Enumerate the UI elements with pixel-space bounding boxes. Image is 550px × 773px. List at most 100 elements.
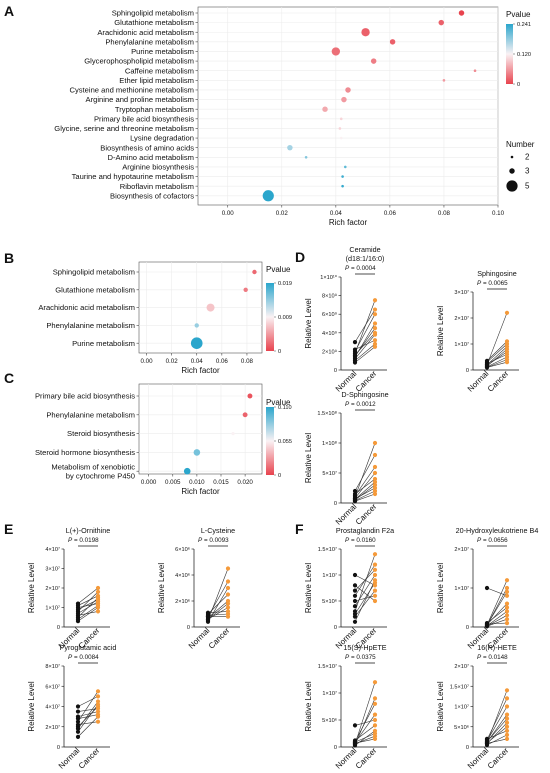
- y-tick-label: 1×10⁷: [322, 572, 337, 579]
- normal-point: [352, 588, 358, 593]
- cancer-point: [372, 330, 378, 335]
- bubble-point: [370, 58, 377, 64]
- pair-line: [354, 466, 376, 496]
- pair-line: [486, 607, 508, 624]
- size-legend-dot: [506, 180, 518, 192]
- color-scale-label: 0.055: [278, 439, 292, 445]
- x-tick-label: 0.04: [191, 358, 204, 365]
- pair-line: [354, 582, 376, 615]
- y-tick-label: 1×10⁷: [454, 704, 469, 711]
- color-scale-bar: [266, 407, 274, 475]
- paired-plot: 16(R)-HETE P = 0.0148 0 5×10⁶ 1×10⁷ 1.5×10⁷ 2×…: [436, 643, 519, 771]
- p-value-label: P = 0.0656: [477, 537, 508, 544]
- row-label: Sphingolipid metabolism: [53, 268, 135, 277]
- y-axis-title: Relative Level: [304, 681, 313, 731]
- legend-title: Pvalue: [266, 265, 291, 274]
- pair-line: [207, 607, 229, 620]
- x-tick-label: 0.02: [166, 358, 179, 365]
- y-tick-label: 1.5×10⁷: [450, 683, 469, 690]
- row-label: D-Amino acid metabolism: [107, 153, 194, 162]
- pair-line: [77, 603, 99, 608]
- legend-title: Pvalue: [266, 398, 291, 407]
- pair-line: [354, 725, 376, 741]
- group-label: Cancer: [207, 626, 232, 651]
- panel-letter: E: [4, 521, 13, 537]
- x-tick-label: 0.005: [165, 479, 181, 486]
- row-label: Primary bile acid biosynthesis: [94, 114, 194, 123]
- pair-line: [486, 341, 508, 362]
- cancer-point: [372, 588, 378, 593]
- group-label: Cancer: [77, 746, 102, 771]
- bubble-point: [341, 184, 344, 188]
- group-label: Normal: [57, 746, 82, 771]
- cancer-point: [372, 482, 378, 488]
- p-value: = 0.0375: [349, 654, 376, 661]
- pair-line: [77, 607, 99, 622]
- cancer-point: [95, 599, 101, 604]
- size-legend-label: 5: [525, 182, 530, 191]
- x-tick-label: 0.010: [189, 479, 205, 486]
- y-tick-label: 1×10⁷: [45, 605, 60, 612]
- p-symbol: P: [345, 401, 350, 408]
- pair-line: [77, 599, 99, 610]
- bubble-point: [231, 432, 235, 436]
- p-value-label: P = 0.0160: [345, 537, 376, 544]
- row-label: Purine metabolism: [72, 339, 135, 348]
- row-label: Glycine, serine and threonine metabolism: [54, 124, 194, 133]
- cancer-point: [504, 712, 510, 717]
- pair-line: [354, 309, 376, 343]
- cancer-point: [95, 603, 101, 608]
- x-tick-label: 0.10: [492, 210, 505, 217]
- cancer-point: [95, 719, 101, 724]
- cancer-point: [95, 706, 101, 711]
- color-scale-label: 0: [278, 349, 281, 355]
- cancer-point: [372, 701, 378, 706]
- normal-point: [352, 498, 358, 503]
- cancer-point: [95, 702, 101, 707]
- y-tick-label: 1.5×10⁷: [318, 546, 337, 553]
- metabolite-title: Prostaglandin F2a: [336, 526, 394, 535]
- normal-point: [75, 617, 81, 622]
- pair-line: [354, 585, 376, 602]
- cancer-point: [225, 614, 231, 619]
- x-axis-title: Rich factor: [181, 366, 220, 375]
- normal-point: [75, 729, 81, 734]
- cancer-point: [504, 728, 510, 733]
- cancer-point: [95, 694, 101, 699]
- size-legend-label: 3: [525, 167, 530, 176]
- y-tick-label: 1.5×10⁷: [318, 663, 337, 670]
- bubble-point: [287, 144, 293, 151]
- x-axis-title: Rich factor: [329, 218, 368, 227]
- pair-line: [354, 481, 376, 500]
- metabolite-title: L(+)-Ornithine: [66, 526, 111, 535]
- pair-line: [486, 351, 508, 366]
- y-tick-label: 0: [57, 745, 60, 751]
- cancer-point: [95, 712, 101, 717]
- pair-line: [486, 615, 508, 627]
- x-tick-label: 0.015: [213, 479, 229, 486]
- row-label: Caffeine metabolism: [125, 66, 194, 75]
- normal-point: [75, 719, 81, 724]
- p-value: = 0.0004: [349, 265, 376, 272]
- row-label: Metabolism of xenobiotic: [51, 462, 135, 471]
- color-scale-label: 0.019: [278, 281, 292, 287]
- normal-point: [352, 340, 358, 345]
- group-label: Normal: [187, 626, 212, 651]
- row-label: Phenylalanine metabolism: [105, 37, 194, 46]
- row-label: Glutathione metabolism: [114, 18, 194, 27]
- pair-line: [486, 603, 508, 625]
- y-tick-label: 4×10⁷: [45, 546, 60, 553]
- row-label: Cysteine and methionine metabolism: [69, 86, 194, 95]
- bubble-point: [242, 412, 248, 418]
- bubble-point: [304, 156, 308, 159]
- cancer-point: [504, 609, 510, 614]
- cancer-point: [372, 326, 378, 331]
- y-tick-label: 5×10⁶: [322, 717, 337, 724]
- cancer-point: [95, 593, 101, 598]
- cancer-point: [95, 609, 101, 614]
- y-axis-title: Relative Level: [304, 563, 313, 613]
- x-tick-label: 0.00: [222, 210, 235, 217]
- cancer-point: [504, 724, 510, 729]
- metabolite-title: 16(R)-HETE: [477, 643, 517, 652]
- y-axis-title: Relative Level: [436, 306, 445, 356]
